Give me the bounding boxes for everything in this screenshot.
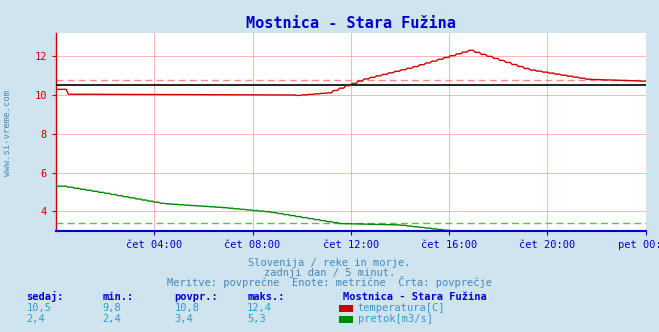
Text: zadnji dan / 5 minut.: zadnji dan / 5 minut. [264,268,395,278]
Text: min.:: min.: [102,292,133,302]
Text: pretok[m3/s]: pretok[m3/s] [358,314,433,324]
Text: Meritve: povprečne  Enote: metrične  Črta: povprečje: Meritve: povprečne Enote: metrične Črta:… [167,276,492,288]
Text: 5,3: 5,3 [247,314,266,324]
Text: Slovenija / reke in morje.: Slovenija / reke in morje. [248,258,411,268]
Text: 2,4: 2,4 [26,314,45,324]
Text: temperatura[C]: temperatura[C] [358,303,445,313]
Text: 10,8: 10,8 [175,303,200,313]
Text: povpr.:: povpr.: [175,292,218,302]
Text: www.si-vreme.com: www.si-vreme.com [3,90,13,176]
Text: sedaj:: sedaj: [26,291,64,302]
Text: 3,4: 3,4 [175,314,193,324]
Text: 12,4: 12,4 [247,303,272,313]
Text: 2,4: 2,4 [102,314,121,324]
Text: maks.:: maks.: [247,292,285,302]
Text: 10,5: 10,5 [26,303,51,313]
Text: 9,8: 9,8 [102,303,121,313]
Text: Mostnica - Stara Fužina: Mostnica - Stara Fužina [343,292,486,302]
Title: Mostnica - Stara Fužina: Mostnica - Stara Fužina [246,16,456,31]
